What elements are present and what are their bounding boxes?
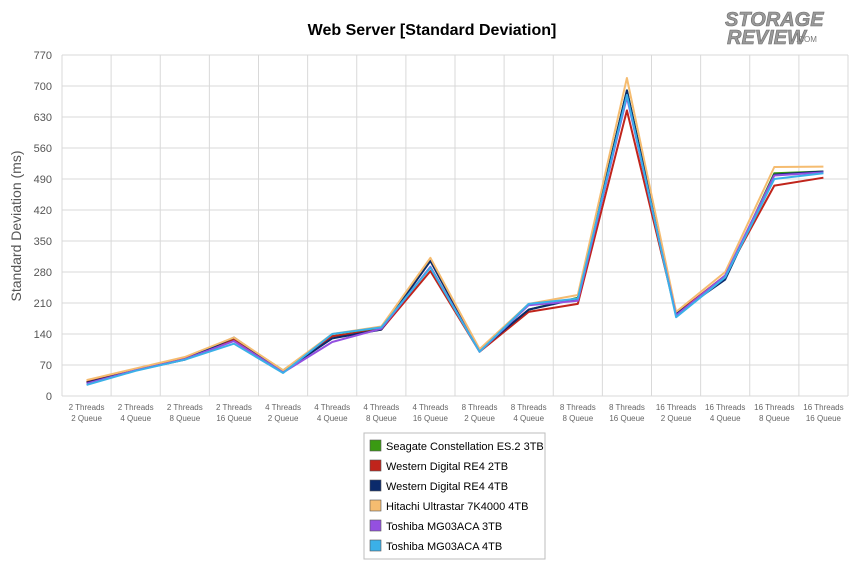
legend-swatch — [369, 499, 382, 512]
site-logo: STORAGE REVIEW .COM — [725, 9, 825, 50]
x-tick-label-queue: 4 Queue — [513, 414, 544, 423]
legend-swatch — [369, 439, 382, 452]
x-tick-label-queue: 8 Queue — [759, 414, 790, 423]
legend-swatch — [369, 519, 382, 532]
chart-title: Web Server [Standard Deviation] — [308, 22, 557, 39]
legend-swatch — [369, 539, 382, 552]
logo-text-suffix: .COM — [796, 35, 817, 44]
y-tick-label: 560 — [34, 143, 52, 155]
y-tick-label: 700 — [34, 81, 52, 93]
x-tick-label-queue: 16 Queue — [609, 414, 645, 423]
x-tick-label-threads: 8 Threads — [560, 403, 596, 412]
y-tick-label: 140 — [34, 329, 52, 341]
x-tick-label-threads: 4 Threads — [413, 403, 449, 412]
x-tick-label-queue: 8 Queue — [562, 414, 593, 423]
y-tick-label: 630 — [34, 112, 52, 124]
y-tick-label: 350 — [34, 236, 52, 248]
x-tick-label-threads: 4 Threads — [265, 403, 301, 412]
y-tick-label: 490 — [34, 174, 52, 186]
x-tick-label-queue: 2 Queue — [661, 414, 692, 423]
y-tick-label: 0 — [46, 391, 52, 403]
y-axis-ticks: 0 70 140 210 280 350 420 490 560 630 700 770 — [34, 50, 52, 403]
x-tick-label-threads: 8 Threads — [511, 403, 547, 412]
x-tick-label-queue: 2 Queue — [71, 414, 102, 423]
legend-label: Toshiba MG03ACA 4TB — [386, 541, 502, 553]
legend-box — [363, 432, 546, 560]
x-axis-ticks: 2 Threads 2 Queue 2 Threads 4 Queue 2 Thread… — [69, 403, 844, 423]
x-tick-label-queue: 8 Queue — [169, 414, 200, 423]
legend-label: Seagate Constellation ES.2 3TB — [386, 441, 544, 453]
x-tick-label-queue: 4 Queue — [120, 414, 151, 423]
x-tick-label-threads: 4 Threads — [314, 403, 350, 412]
x-tick-label-threads: 2 Threads — [69, 403, 105, 412]
logo-text-line2: REVIEW — [727, 27, 808, 49]
legend: Seagate Constellation ES.2 3TB Western Di… — [363, 432, 546, 560]
legend-label: Western Digital RE4 2TB — [386, 461, 508, 473]
x-tick-label-threads: 16 Threads — [754, 403, 794, 412]
y-axis-label: Standard Deviation (ms) — [8, 151, 24, 302]
series-lines — [86, 77, 824, 386]
x-tick-label-queue: 4 Queue — [317, 414, 348, 423]
x-tick-label-threads: 8 Threads — [462, 403, 498, 412]
legend-swatch — [369, 479, 382, 492]
x-tick-label-threads: 2 Threads — [118, 403, 154, 412]
x-tick-label-threads: 16 Threads — [803, 403, 843, 412]
logo-text-line1: STORAGE — [725, 9, 824, 31]
x-tick-label-threads: 8 Threads — [609, 403, 645, 412]
x-tick-label-queue: 8 Queue — [366, 414, 397, 423]
x-tick-label-queue: 2 Queue — [268, 414, 299, 423]
x-tick-label-queue: 4 Queue — [710, 414, 741, 423]
legend-swatch — [369, 459, 382, 472]
y-tick-label: 70 — [40, 360, 52, 372]
series-line-6 — [86, 93, 824, 386]
x-tick-label-queue: 2 Queue — [464, 414, 495, 423]
plot-grid — [61, 54, 849, 397]
y-tick-label: 420 — [34, 205, 52, 217]
x-tick-label-threads: 2 Threads — [167, 403, 203, 412]
x-tick-label-threads: 16 Threads — [705, 403, 745, 412]
x-tick-label-queue: 16 Queue — [806, 414, 842, 423]
x-tick-label-queue: 16 Queue — [216, 414, 252, 423]
series-line-4 — [86, 77, 824, 382]
x-tick-label-threads: 2 Threads — [216, 403, 252, 412]
x-tick-label-threads: 16 Threads — [656, 403, 696, 412]
legend-label: Hitachi Ultrastar 7K4000 4TB — [386, 501, 528, 513]
legend-label: Toshiba MG03ACA 3TB — [386, 521, 502, 533]
legend-label: Western Digital RE4 4TB — [386, 481, 508, 493]
y-tick-label: 770 — [34, 50, 52, 62]
y-tick-label: 280 — [34, 267, 52, 279]
x-tick-label-queue: 16 Queue — [413, 414, 449, 423]
y-tick-label: 210 — [34, 298, 52, 310]
x-tick-label-threads: 4 Threads — [363, 403, 399, 412]
